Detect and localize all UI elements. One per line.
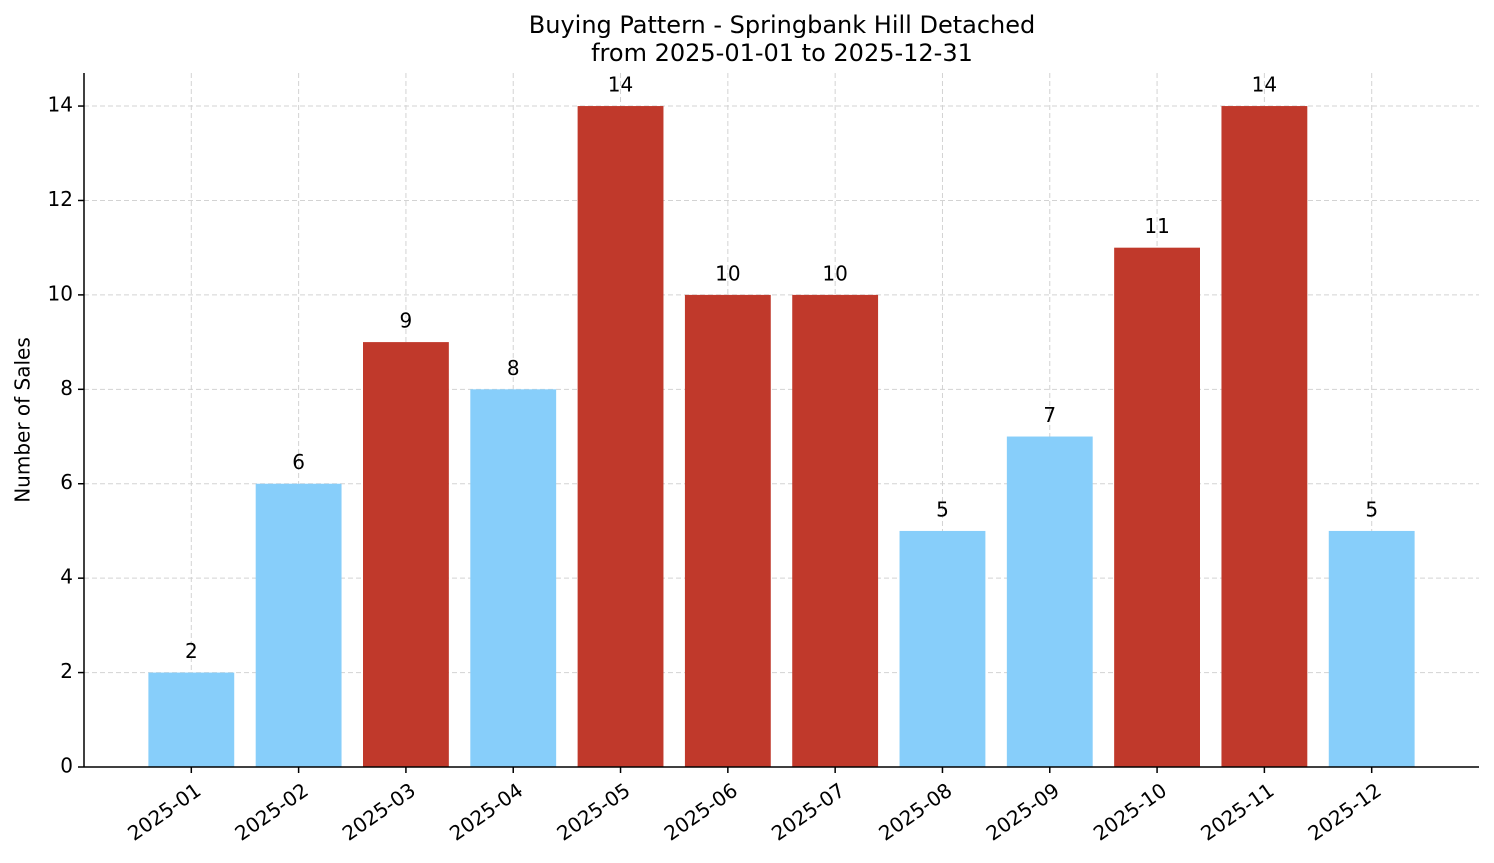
y-tick-label: 12 [48, 187, 73, 211]
data-label: 6 [292, 450, 305, 474]
y-tick-label: 10 [48, 281, 73, 305]
bar [1221, 106, 1308, 768]
x-tick-label: 2025-10 [1089, 778, 1171, 846]
x-tick-label: 2025-07 [767, 778, 849, 846]
data-label: 14 [1252, 73, 1277, 97]
bar [255, 483, 342, 767]
data-label: 11 [1144, 214, 1169, 238]
data-label: 8 [507, 356, 520, 380]
bar [577, 106, 664, 768]
x-tick-label: 2025-01 [123, 778, 205, 846]
data-label: 7 [1043, 403, 1056, 427]
bar [363, 342, 449, 767]
bar [684, 294, 771, 767]
bar [1114, 247, 1200, 767]
bar [792, 294, 879, 767]
chart-subtitle: from 2025-01-01 to 2025-12-31 [591, 39, 973, 67]
chart-title: Buying Pattern - Springbank Hill Detache… [529, 11, 1035, 39]
data-label: 10 [822, 261, 847, 285]
x-tick-label: 2025-03 [338, 778, 420, 846]
y-tick-label: 0 [60, 754, 73, 778]
x-tick-label: 2025-09 [982, 778, 1064, 846]
y-tick-label: 2 [60, 659, 73, 683]
data-label: 5 [936, 497, 949, 521]
y-axis-label: Number of Sales [11, 337, 35, 503]
x-tick-label: 2025-05 [552, 778, 634, 846]
data-label: 5 [1365, 497, 1378, 521]
y-tick-label: 14 [48, 93, 73, 117]
x-tick-label: 2025-04 [445, 778, 527, 846]
x-tick-label: 2025-02 [230, 778, 312, 846]
bar [899, 530, 986, 767]
x-tick-label: 2025-11 [1196, 778, 1278, 846]
bar [1006, 436, 1093, 767]
y-tick-label: 8 [60, 376, 73, 400]
data-label: 14 [608, 73, 633, 97]
y-tick-label: 6 [60, 470, 73, 494]
bar [470, 389, 557, 767]
data-label: 2 [185, 639, 198, 663]
bar [148, 672, 235, 767]
data-label: 10 [715, 261, 740, 285]
data-label: 9 [400, 309, 413, 333]
x-tick-label: 2025-08 [874, 778, 956, 846]
y-tick-label: 4 [60, 565, 73, 589]
x-tick-label: 2025-06 [660, 778, 742, 846]
bar [1328, 530, 1415, 767]
x-tick-label: 2025-12 [1303, 778, 1385, 846]
